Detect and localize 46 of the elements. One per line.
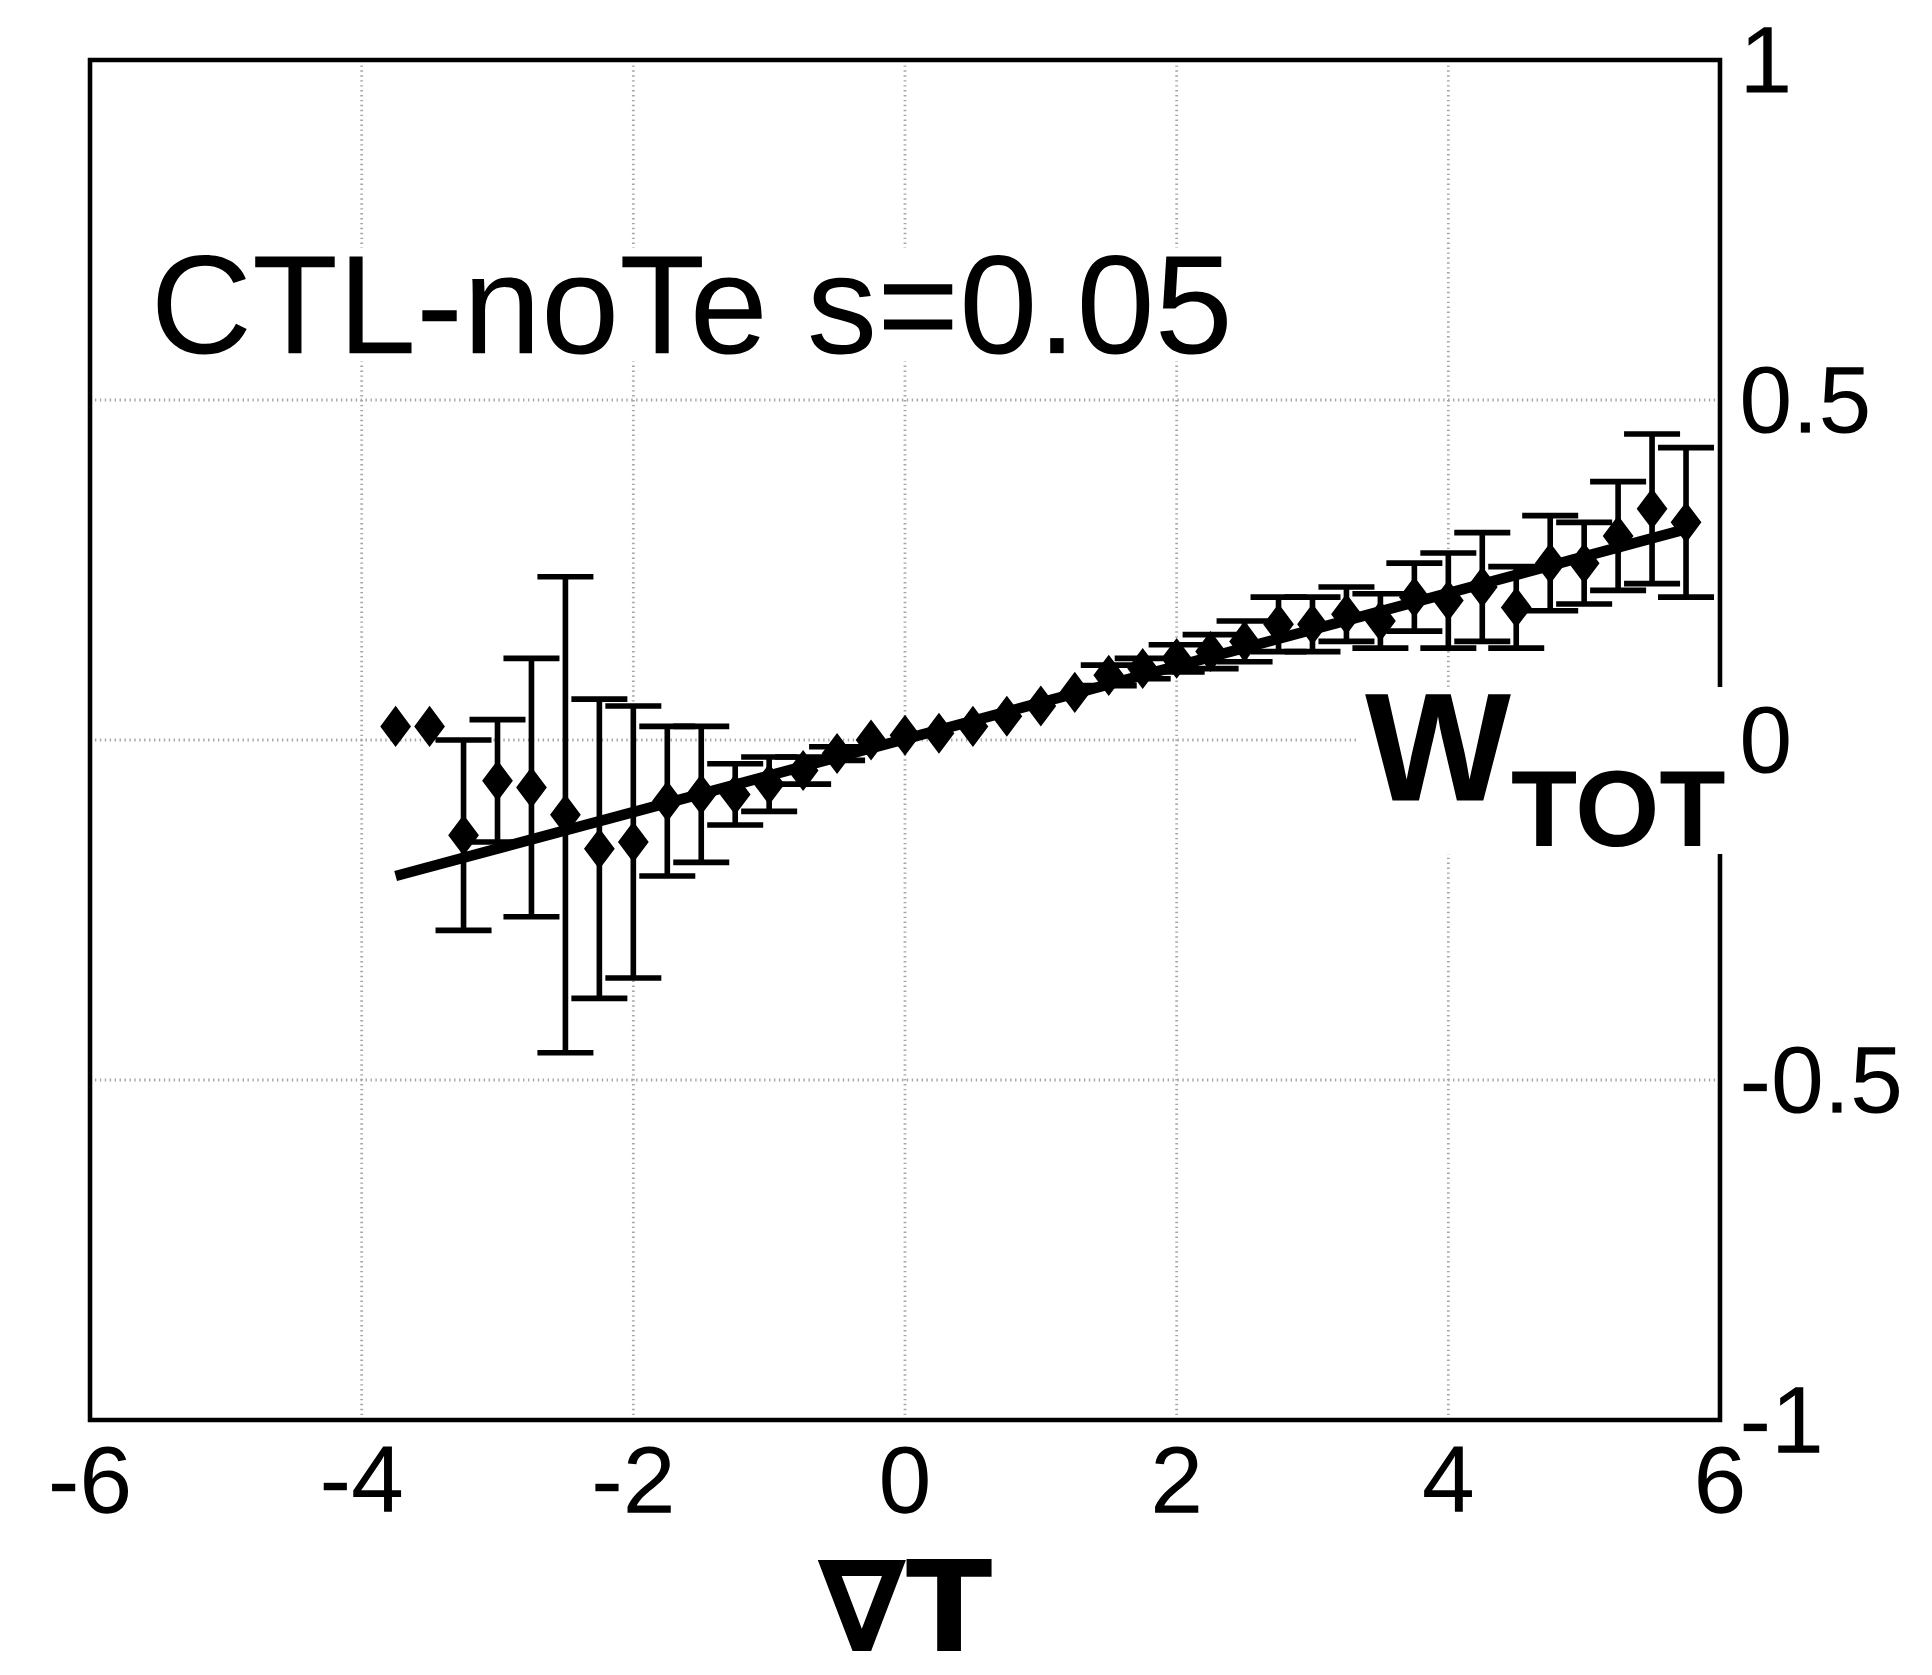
point xyxy=(482,760,513,801)
x-tick-label: 6 xyxy=(1698,1446,1743,1514)
point xyxy=(1399,577,1430,618)
y-tick-label: 0.5 xyxy=(1743,366,1868,434)
x-tick-label: -6 xyxy=(52,1446,129,1514)
y-tick-label: -0.5 xyxy=(1743,1046,1899,1114)
point xyxy=(1127,648,1158,689)
point xyxy=(1229,621,1260,662)
point xyxy=(1501,587,1532,628)
x-tick-label: -2 xyxy=(595,1446,671,1513)
point xyxy=(1195,631,1226,672)
point xyxy=(753,764,785,805)
point xyxy=(1093,655,1124,696)
annotation: CTL-noTe s=0.05 xyxy=(157,255,1227,355)
point xyxy=(720,774,751,815)
point xyxy=(1670,502,1702,543)
point xyxy=(1602,515,1634,557)
x-tick-label: 4 xyxy=(1424,1446,1472,1512)
point xyxy=(652,781,683,822)
point xyxy=(380,706,411,747)
point xyxy=(1636,488,1668,529)
x-tick-label: 0 xyxy=(882,1446,928,1514)
point xyxy=(448,815,479,856)
point xyxy=(991,696,1023,737)
point xyxy=(1059,672,1090,713)
point xyxy=(516,767,547,808)
x-tick-label: -4 xyxy=(323,1446,402,1512)
point xyxy=(1297,604,1328,645)
y-tick-label: 0 xyxy=(1743,706,1789,774)
x-tick-label: 2 xyxy=(1155,1446,1199,1513)
text: W$_{TOT}$ xyxy=(1365,694,1725,848)
point xyxy=(1433,580,1464,621)
point xyxy=(1161,638,1192,679)
y-tick-label: 1 xyxy=(1746,27,1788,93)
point xyxy=(1331,594,1362,635)
x-axis-title: ∇T xyxy=(817,1558,992,1652)
point xyxy=(957,706,989,747)
point xyxy=(1534,543,1566,584)
point xyxy=(1568,543,1600,584)
y-tick-label: -1 xyxy=(1743,1387,1820,1453)
point xyxy=(1467,566,1498,608)
point xyxy=(414,706,445,747)
point xyxy=(686,774,717,815)
point xyxy=(855,719,887,761)
point xyxy=(618,821,649,863)
point xyxy=(584,828,615,869)
